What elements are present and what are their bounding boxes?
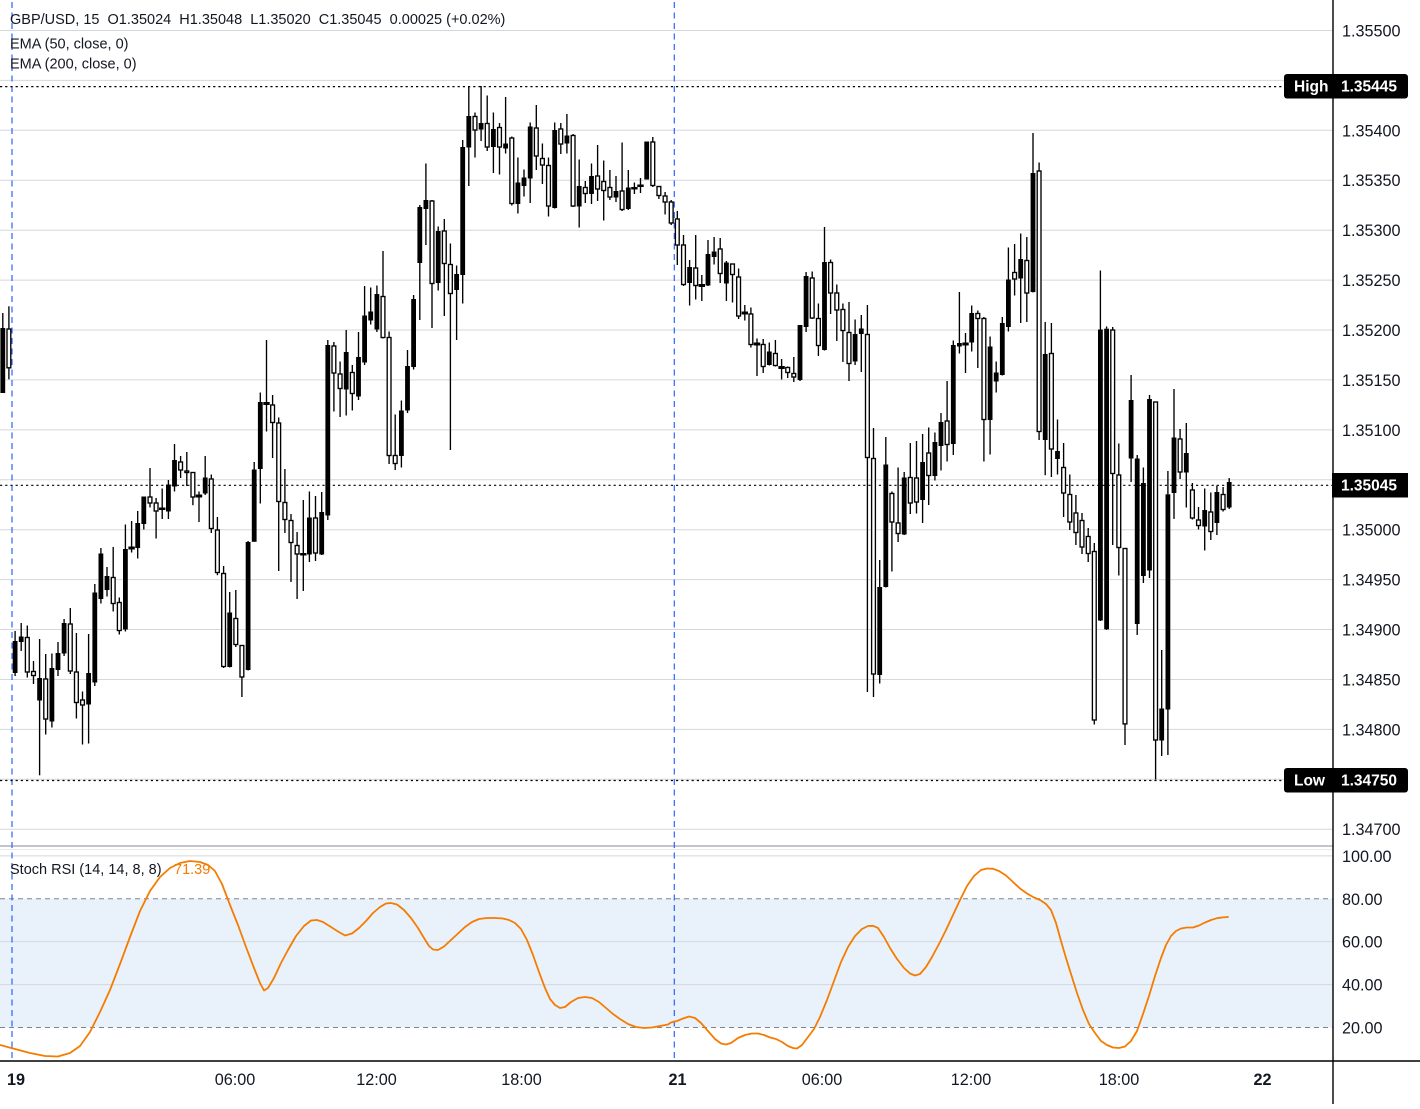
svg-text:1.35445: 1.35445 (1341, 79, 1397, 96)
svg-text:1.35250: 1.35250 (1342, 272, 1401, 290)
svg-text:1.35500: 1.35500 (1342, 23, 1401, 41)
svg-text:1.34700: 1.34700 (1342, 821, 1401, 839)
svg-text:High: High (1294, 79, 1328, 96)
svg-text:40.00: 40.00 (1342, 977, 1383, 995)
svg-text:GBP/USD, 15 O1.35024 H1.3504: GBP/USD, 15 O1.35024 H1.35048 L1.35020 C… (10, 12, 505, 28)
svg-text:20.00: 20.00 (1342, 1020, 1383, 1038)
svg-text:1.35200: 1.35200 (1342, 322, 1401, 340)
svg-text:1.35400: 1.35400 (1342, 122, 1401, 140)
svg-text:1.35000: 1.35000 (1342, 522, 1401, 540)
svg-text:06:00: 06:00 (215, 1071, 256, 1089)
svg-text:1.34850: 1.34850 (1342, 671, 1401, 689)
svg-text:Low: Low (1294, 773, 1326, 790)
svg-text:71.39: 71.39 (174, 862, 210, 878)
svg-text:80.00: 80.00 (1342, 891, 1383, 909)
svg-text:EMA (200, close, 0): EMA (200, close, 0) (10, 57, 137, 73)
svg-text:1.35350: 1.35350 (1342, 172, 1401, 190)
svg-text:1.35100: 1.35100 (1342, 422, 1401, 440)
svg-text:1.34800: 1.34800 (1342, 721, 1401, 739)
svg-text:19: 19 (7, 1071, 25, 1089)
svg-text:18:00: 18:00 (1099, 1071, 1140, 1089)
svg-text:18:00: 18:00 (501, 1071, 542, 1089)
svg-text:1.34950: 1.34950 (1342, 572, 1401, 590)
svg-text:EMA (50, close, 0): EMA (50, close, 0) (10, 37, 128, 53)
svg-text:22: 22 (1253, 1071, 1271, 1089)
svg-text:1.34900: 1.34900 (1342, 622, 1401, 640)
svg-text:12:00: 12:00 (356, 1071, 397, 1089)
svg-text:1.35300: 1.35300 (1342, 222, 1401, 240)
svg-text:21: 21 (668, 1071, 686, 1089)
svg-text:Stoch RSI (14, 14, 8, 8): Stoch RSI (14, 14, 8, 8) (10, 862, 162, 878)
svg-text:12:00: 12:00 (951, 1071, 992, 1089)
svg-text:100.00: 100.00 (1342, 848, 1392, 866)
svg-text:1.34750: 1.34750 (1341, 773, 1397, 790)
svg-text:1.35045: 1.35045 (1341, 478, 1397, 495)
svg-text:60.00: 60.00 (1342, 934, 1383, 952)
svg-text:1.35150: 1.35150 (1342, 372, 1401, 390)
svg-text:06:00: 06:00 (802, 1071, 843, 1089)
